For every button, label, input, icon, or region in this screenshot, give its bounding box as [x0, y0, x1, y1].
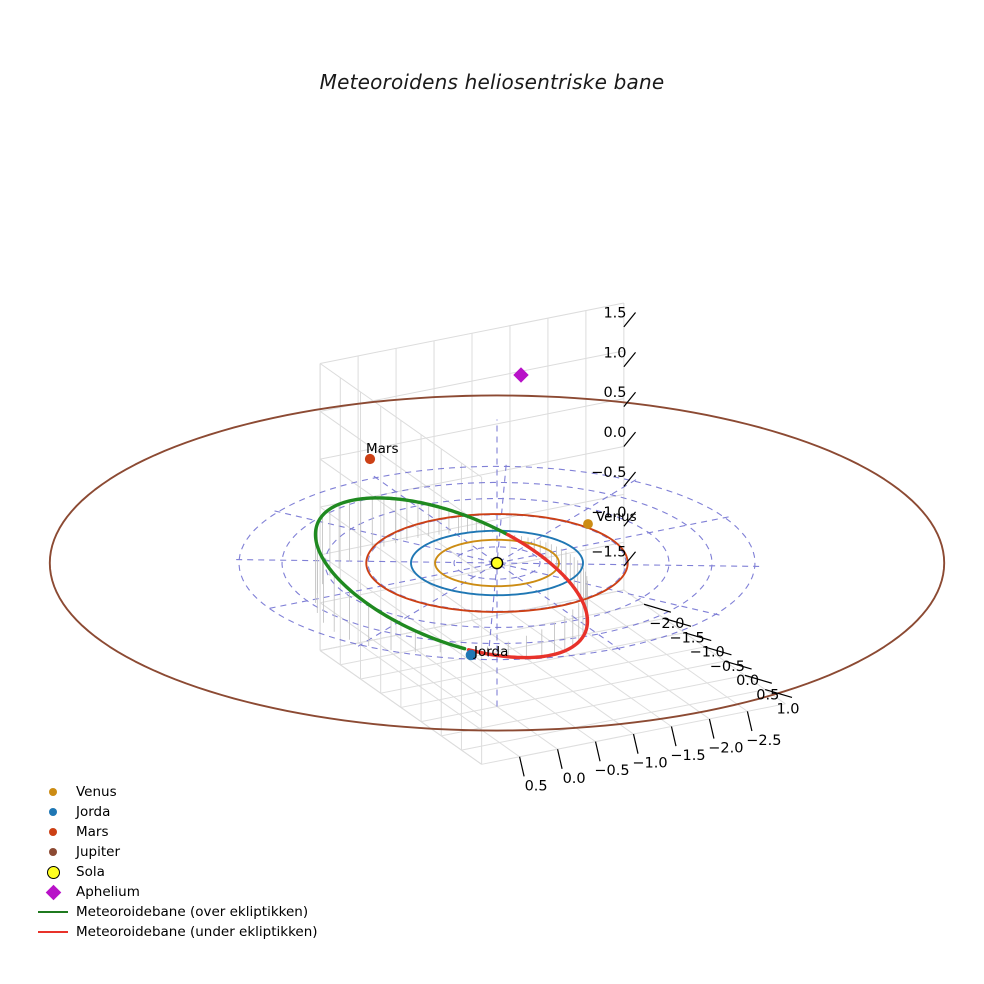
circle-icon	[49, 788, 57, 796]
axes-panes	[319, 302, 786, 765]
z-tick-label: −1.0	[591, 505, 626, 521]
x-tick-label: 1.0	[776, 702, 799, 718]
mars-label: Mars	[366, 441, 399, 457]
z-tick-label: 1.0	[603, 345, 626, 361]
mars-marker	[364, 453, 376, 465]
legend-over-marker-icon	[30, 911, 76, 913]
legend-jupiter[interactable]: Jupiter	[30, 842, 360, 862]
page-title: Meteoroidens heliosentriske bane	[319, 70, 665, 94]
line-icon	[38, 931, 68, 933]
z-tick-label: 0.5	[603, 385, 626, 401]
earth-marker	[465, 649, 477, 661]
x-tick-label: 0.0	[736, 673, 759, 689]
celestial-body-markers: Venus Jorda Mars	[364, 367, 637, 661]
circle-icon	[49, 848, 57, 856]
circle-icon	[49, 808, 57, 816]
legend-sola-label: Sola	[76, 864, 105, 880]
z-tick-label: −1.5	[591, 545, 626, 561]
legend-jorda-marker-icon	[30, 808, 76, 816]
legend-under-label: Meteoroidebane (under ekliptikken)	[76, 924, 318, 940]
legend-aphelium-label: Aphelium	[76, 884, 140, 900]
z-tick-label: 1.5	[603, 306, 626, 322]
y-tick-label: −2.0	[708, 741, 743, 757]
y-tick-label: −1.5	[670, 748, 705, 764]
x-tick-label: −2.0	[649, 616, 684, 632]
axis-tick-labels: 1.51.00.50.0−0.5−1.0−1.5−2.0−1.5−1.0−0.5…	[525, 306, 800, 795]
sun-marker	[490, 556, 504, 570]
diamond-icon	[45, 884, 61, 900]
x-tick-label: −1.0	[690, 645, 725, 661]
legend-jorda-label: Jorda	[76, 804, 111, 820]
x-tick-label: −1.5	[669, 630, 704, 646]
y-tick-label: 0.5	[525, 778, 548, 794]
aphelion-marker	[513, 367, 529, 383]
legend-mars-label: Mars	[76, 824, 109, 840]
legend: Venus Jorda Mars Jupiter Sola Aphelium Meteoro…	[30, 782, 360, 942]
legend-venus-label: Venus	[76, 784, 117, 800]
circle-icon	[49, 828, 57, 836]
x-tick-label: 0.5	[756, 687, 779, 703]
legend-under[interactable]: Meteoroidebane (under ekliptikken)	[30, 922, 360, 942]
y-tick-label: −2.5	[746, 733, 781, 749]
legend-sola-marker-icon	[30, 865, 76, 879]
legend-venus-marker-icon	[30, 788, 76, 796]
meteoroid-orbit-track	[313, 496, 590, 660]
planet-orbits	[48, 394, 946, 732]
earth-label: Jorda	[473, 644, 508, 660]
axis-lines-and-ticks	[519, 312, 793, 777]
line-icon	[38, 911, 68, 913]
legend-mars[interactable]: Mars	[30, 822, 360, 842]
legend-under-marker-icon	[30, 931, 76, 933]
legend-jorda[interactable]: Jorda	[30, 802, 360, 822]
legend-mars-marker-icon	[30, 828, 76, 836]
venus-marker	[583, 519, 593, 529]
venus-label: Venus	[596, 509, 637, 525]
x-tick-label: −0.5	[710, 659, 745, 675]
y-tick-label: −0.5	[594, 763, 629, 779]
legend-jupiter-label: Jupiter	[76, 844, 121, 860]
y-tick-label: 0.0	[563, 771, 586, 787]
legend-aphelium[interactable]: Aphelium	[30, 882, 360, 902]
legend-sola[interactable]: Sola	[30, 862, 360, 882]
legend-over-label: Meteoroidebane (over ekliptikken)	[76, 904, 309, 920]
legend-jupiter-marker-icon	[30, 848, 76, 856]
legend-venus[interactable]: Venus	[30, 782, 360, 802]
legend-over[interactable]: Meteoroidebane (over ekliptikken)	[30, 902, 360, 922]
circle-icon	[46, 865, 60, 879]
z-tick-label: 0.0	[603, 425, 626, 441]
legend-aphelium-marker-icon	[30, 884, 76, 900]
y-tick-label: −1.0	[632, 756, 667, 772]
z-tick-label: −0.5	[591, 465, 626, 481]
